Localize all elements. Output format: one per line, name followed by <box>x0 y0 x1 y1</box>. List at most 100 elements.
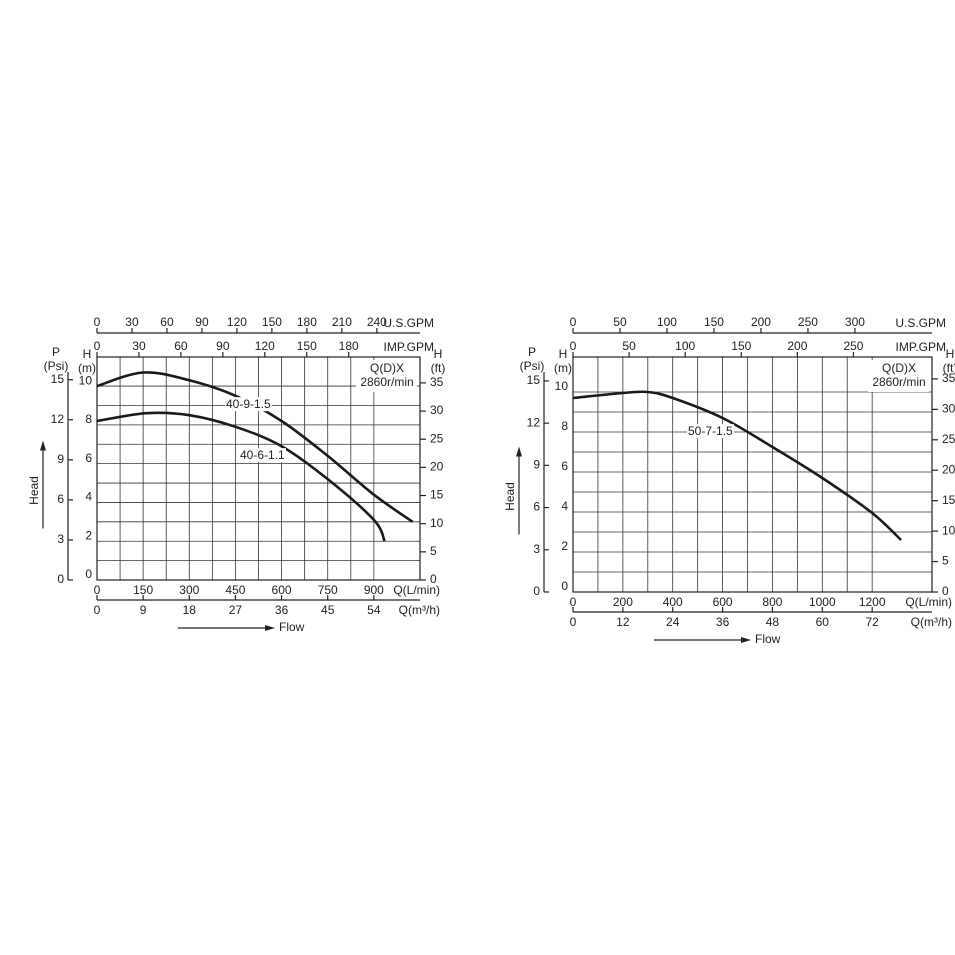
annotation: 2860r/min <box>872 375 925 389</box>
flow-title: Flow <box>755 632 781 646</box>
ft-tick-label: 15 <box>430 488 444 502</box>
ft-tick-label: 5 <box>942 554 949 568</box>
psi-tick-label: 9 <box>533 458 540 472</box>
top-tick-label: 50 <box>622 339 636 353</box>
ft-tick-label: 30 <box>942 402 955 416</box>
psi-axis-label: P <box>528 345 536 359</box>
top-tick-label: 90 <box>195 315 209 329</box>
top-tick-label: 0 <box>570 339 577 353</box>
ft-tick-label: 25 <box>430 431 444 445</box>
pump-curve <box>572 390 902 541</box>
ft-axis-label: H <box>946 347 955 361</box>
m3h-tick-label: 9 <box>140 603 147 617</box>
top-tick-label: 0 <box>94 339 101 353</box>
head-title: Head <box>503 482 517 511</box>
x-tick-label: 600 <box>713 595 733 609</box>
top-tick-label: 60 <box>160 315 174 329</box>
annotation: 2860r/min <box>360 375 413 389</box>
plot-frame <box>572 356 933 593</box>
x-tick-label: 900 <box>364 583 384 597</box>
psi-tick-label: 0 <box>533 584 540 598</box>
ft-axis-label: (ft) <box>431 361 446 375</box>
curve-label-bg <box>687 424 735 439</box>
ft-tick-label: 25 <box>942 432 955 446</box>
y-tick-label: 8 <box>85 412 92 426</box>
top-tick-label: 180 <box>297 315 317 329</box>
m3h-tick-label: 24 <box>666 615 680 629</box>
psi-tick-label: 12 <box>527 415 541 429</box>
ft-tick-label: 20 <box>430 460 444 474</box>
top-tick-label: 150 <box>704 315 724 329</box>
head-arrowhead <box>40 440 46 451</box>
y-axis-label: H <box>559 347 568 361</box>
m3h-tick-label: 27 <box>229 603 243 617</box>
ft-tick-label: 10 <box>942 523 955 537</box>
top-tick-label: 200 <box>787 339 807 353</box>
curve-label: 50-7-1.5 <box>688 424 733 438</box>
top-tick-label: 150 <box>731 339 751 353</box>
psi-tick-label: 6 <box>533 500 540 514</box>
y-axis-label: H <box>83 347 92 361</box>
y-axis-label: (m) <box>78 361 96 375</box>
ft-tick-label: 5 <box>430 544 437 558</box>
top-axis-label: U.S.GPM <box>895 316 946 330</box>
top-tick-label: 150 <box>262 315 282 329</box>
top-tick-label: 60 <box>174 339 188 353</box>
curve-label-bg <box>239 448 287 463</box>
ft-tick-label: 35 <box>430 375 444 389</box>
top-tick-label: 210 <box>332 315 352 329</box>
y-tick-label: 10 <box>555 379 569 393</box>
ft-tick-label: 35 <box>942 371 955 385</box>
psi-tick-label: 3 <box>57 532 64 546</box>
top-tick-label: 0 <box>94 315 101 329</box>
m3h-tick-label: 0 <box>570 615 577 629</box>
m3h-axis-label: Q(m³/h) <box>911 615 952 629</box>
x-tick-label: 1200 <box>859 595 886 609</box>
m3h-tick-label: 45 <box>321 603 335 617</box>
flow-arrowhead <box>741 637 751 643</box>
y-tick-label: 0 <box>85 567 92 581</box>
top-axis-label: U.S.GPM <box>383 316 434 330</box>
psi-axis-label: P <box>52 345 60 359</box>
top-axis-label: IMP.GPM <box>384 340 434 354</box>
top-tick-label: 250 <box>798 315 818 329</box>
top-tick-label: 120 <box>255 339 275 353</box>
pump-curve <box>96 371 414 523</box>
ft-tick-label: 20 <box>942 462 955 476</box>
ft-tick-label: 15 <box>942 493 955 507</box>
ft-axis-label: H <box>434 347 443 361</box>
curve-label-bg <box>225 397 273 412</box>
x-tick-label: 0 <box>570 595 577 609</box>
flow-title: Flow <box>279 620 305 634</box>
m3h-tick-label: 12 <box>616 615 630 629</box>
m3h-tick-label: 60 <box>816 615 830 629</box>
ft-tick-label: 10 <box>430 516 444 530</box>
ft-tick-label: 30 <box>430 403 444 417</box>
psi-tick-label: 12 <box>51 412 65 426</box>
m3h-tick-label: 48 <box>766 615 780 629</box>
top-tick-label: 100 <box>657 315 677 329</box>
m3h-tick-label: 36 <box>275 603 289 617</box>
y-tick-label: 4 <box>85 490 92 504</box>
y-tick-label: 0 <box>561 579 568 593</box>
m3h-tick-label: 0 <box>94 603 101 617</box>
psi-tick-label: 0 <box>57 572 64 586</box>
y-axis-label: (m) <box>554 361 572 375</box>
top-tick-label: 300 <box>845 315 865 329</box>
x-tick-label: 400 <box>663 595 683 609</box>
x-axis-label: Q(L/min) <box>905 595 952 609</box>
ft-tick-label: 0 <box>942 584 949 598</box>
psi-tick-label: 15 <box>51 372 65 386</box>
m3h-tick-label: 18 <box>183 603 197 617</box>
x-tick-label: 150 <box>133 583 153 597</box>
top-tick-label: 100 <box>675 339 695 353</box>
top-tick-label: 30 <box>125 315 139 329</box>
x-tick-label: 450 <box>225 583 245 597</box>
top-tick-label: 90 <box>216 339 230 353</box>
top-tick-label: 180 <box>339 339 359 353</box>
top-tick-label: 200 <box>751 315 771 329</box>
x-tick-label: 800 <box>762 595 782 609</box>
top-tick-label: 150 <box>297 339 317 353</box>
annotation-bg <box>868 360 929 392</box>
